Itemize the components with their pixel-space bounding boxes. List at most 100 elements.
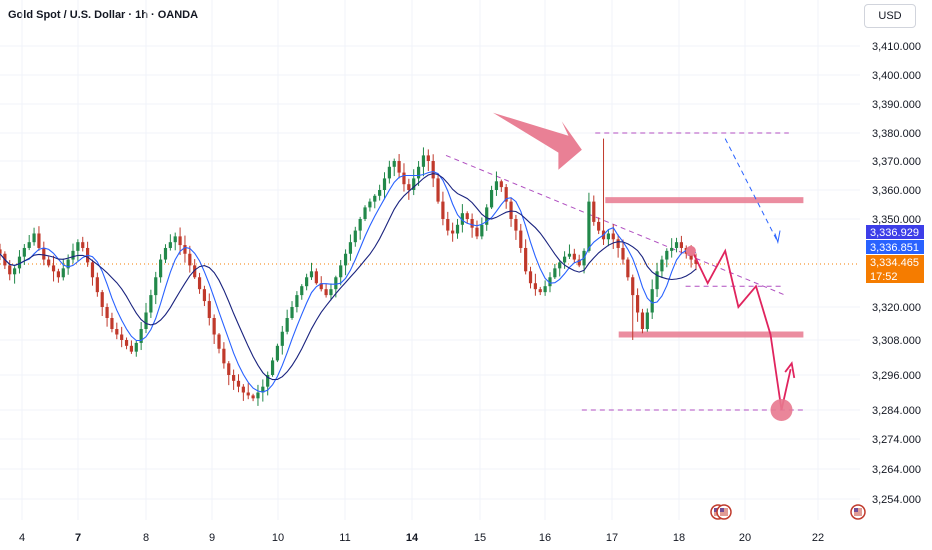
candle-body	[139, 329, 143, 343]
start-circle	[685, 245, 696, 256]
candle-body	[567, 253, 572, 257]
candle-body	[655, 271, 659, 290]
candle-body	[416, 166, 421, 179]
candle-body	[197, 277, 202, 290]
candle-body	[441, 201, 445, 219]
candle-body	[154, 277, 158, 296]
candle-body	[56, 271, 61, 278]
price-tag	[866, 225, 924, 239]
y-tick-label: 3,320.000	[872, 302, 921, 314]
candle-body	[446, 219, 450, 231]
event-flags	[710, 504, 866, 520]
candle-body	[149, 295, 153, 313]
candle-body	[232, 375, 236, 381]
candle-body	[270, 360, 275, 375]
y-tick-label: 3,308.000	[872, 335, 921, 347]
price-tag	[866, 240, 924, 254]
candle-body	[436, 178, 440, 202]
bounce-arrowhead	[784, 361, 796, 379]
candle-body	[694, 259, 698, 264]
candle-body	[412, 178, 416, 190]
candle-body	[163, 247, 168, 260]
candle-body	[597, 221, 601, 231]
candle-body	[548, 277, 552, 287]
candle-body	[261, 386, 265, 393]
candle-body	[17, 256, 22, 269]
x-tick-label: 10	[272, 532, 284, 544]
candle-body	[665, 250, 669, 260]
candle-body	[124, 340, 129, 346]
candle-body	[640, 312, 645, 329]
candle-body	[8, 265, 12, 275]
x-tick-label: 11	[339, 532, 350, 544]
candle-body	[387, 166, 391, 179]
chart-title: Gold Spot / U.S. Dollar · 1h · OANDA	[8, 9, 199, 21]
candle-body	[324, 289, 328, 296]
support-zone	[618, 331, 804, 338]
y-tick-label: 3,380.000	[872, 128, 921, 140]
candle-body	[222, 348, 226, 364]
candle-body	[509, 201, 513, 219]
trendlines	[445, 138, 786, 296]
x-tick-label: 9	[209, 532, 215, 544]
candle-body	[266, 375, 270, 387]
candle-body	[193, 265, 197, 278]
projection-arrow-line	[724, 138, 779, 243]
candle-body	[348, 242, 353, 254]
x-tick-label: 4	[19, 532, 25, 544]
x-tick-label: 22	[812, 532, 824, 544]
x-tick-label: 20	[739, 532, 751, 544]
candle-body	[558, 262, 562, 269]
candle-body	[353, 230, 357, 243]
candle-body	[319, 283, 323, 290]
candle-body	[100, 292, 104, 307]
candle-body	[256, 392, 260, 399]
candle-body	[217, 334, 221, 349]
x-tick-label: 16	[539, 532, 551, 544]
candle-body	[241, 386, 245, 393]
candle-body	[519, 230, 523, 248]
candle-body	[475, 227, 479, 237]
candle-body	[207, 301, 211, 318]
candle-body	[173, 236, 177, 243]
candle-body	[285, 318, 289, 332]
candle-body	[251, 395, 255, 399]
candle-body	[455, 224, 460, 234]
currency-button[interactable]: USD	[864, 4, 916, 28]
candle-body	[572, 253, 576, 260]
candle-body	[621, 247, 625, 260]
y-tick-label: 3,360.000	[872, 185, 921, 197]
candle-body	[421, 155, 426, 167]
x-tick-label: 18	[673, 532, 685, 544]
candle-body	[465, 213, 469, 219]
flag-canton	[714, 508, 718, 512]
candle-body	[460, 213, 464, 225]
zones	[605, 197, 804, 338]
candle-body	[61, 268, 65, 278]
candle-body	[246, 392, 250, 396]
candle-body	[426, 155, 430, 161]
candle-body	[212, 318, 216, 335]
candle-body	[227, 363, 231, 375]
target-circle	[770, 399, 793, 421]
candle-body	[679, 242, 683, 248]
candle-body	[407, 184, 411, 190]
candle-body	[606, 233, 610, 240]
price-tag	[866, 269, 924, 283]
candle-body	[368, 201, 372, 208]
y-tick-label: 3,400.000	[872, 70, 921, 82]
candle-body	[587, 201, 591, 251]
price-tag	[866, 255, 924, 269]
candle-body	[275, 345, 280, 361]
y-tick-label: 3,350.000	[872, 214, 921, 226]
candle-body	[76, 242, 80, 251]
candle-body	[528, 271, 533, 284]
candle-body	[373, 195, 377, 202]
candle-body	[178, 236, 182, 246]
candle-body	[110, 318, 114, 329]
moving-average-line	[0, 171, 697, 393]
candle-body	[334, 277, 338, 290]
candle-body	[485, 207, 489, 225]
candle-body	[660, 259, 664, 272]
